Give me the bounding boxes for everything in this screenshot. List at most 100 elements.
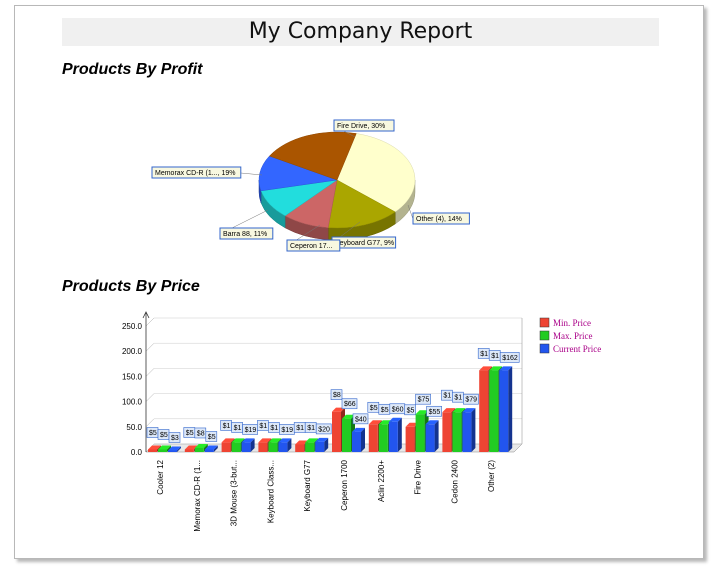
bar-data-label: $55 (429, 409, 441, 416)
legend-label-2: Current Price (553, 344, 601, 354)
legend-swatch-2 (539, 343, 550, 354)
bar-side (250, 438, 255, 452)
bar-top (305, 438, 319, 443)
bar-9-2 (499, 370, 509, 452)
legend-label-0: Min. Price (553, 318, 591, 328)
legend-label-1: Max. Price (553, 331, 593, 341)
bar-4-1 (305, 442, 315, 452)
bar-2-1 (231, 442, 241, 452)
bar-top (268, 438, 282, 443)
bar-data-label: $60 (392, 406, 404, 413)
x-tick-label: Fire Drive (414, 459, 423, 494)
bar-data-label: $19 (245, 427, 257, 434)
bar-data-label-box (415, 393, 431, 405)
y-tick-label: 100.0 (122, 398, 143, 407)
y-tick-label: 200.0 (122, 347, 143, 356)
pie-leader-line-1 (407, 204, 414, 220)
bar-data-label-box (352, 413, 369, 425)
bar-data-label: $5 (208, 434, 216, 441)
pie-label-box-4 (219, 227, 274, 240)
bar-data-label-box (168, 432, 181, 443)
bar-7-2 (425, 424, 435, 452)
bar-data-label: $5 (381, 407, 389, 414)
bar-5-0 (332, 411, 341, 452)
pie-label-2: Keyboard G77, 9% (335, 240, 394, 247)
pie-label-box-5 (151, 166, 242, 179)
y-tick-label: 0.0 (131, 448, 143, 457)
bar-3-2 (278, 442, 288, 452)
bar-top (204, 445, 218, 450)
bar-data-label-box (205, 431, 218, 442)
bar-data-label: $1 (296, 425, 304, 432)
bar-6-0 (368, 424, 378, 452)
bar-side (287, 438, 292, 452)
bar-top (442, 408, 456, 413)
bar-top (425, 420, 439, 425)
grid-line-diag (145, 317, 155, 327)
pie-label-4: Barra 88, 11% (223, 231, 267, 238)
bar-data-label: $79 (465, 397, 477, 404)
bar-top (295, 440, 309, 445)
bar-data-label: $5 (149, 430, 157, 437)
bar-1-2 (204, 449, 214, 452)
legend-swatch-1 (539, 330, 550, 341)
bar-1-0 (184, 449, 194, 452)
bar-top (462, 408, 476, 413)
pie-slice-0 (336, 133, 416, 213)
x-tick-label: Other (2) (487, 460, 496, 492)
bar-top (278, 438, 292, 443)
pie-leader-line-5 (240, 172, 263, 176)
bar-side (397, 417, 402, 452)
bar-0-2 (168, 450, 177, 452)
bar-side (213, 445, 218, 452)
x-tick-label: Keyboard Class... (266, 460, 275, 523)
bar-2-0 (221, 442, 231, 452)
bar-data-label: $20 (318, 426, 330, 433)
bar-top (194, 443, 208, 448)
bar-data-label-box (315, 423, 332, 435)
bar-side (167, 445, 171, 452)
bar-2-2 (241, 442, 251, 452)
report-title: My Company Report (62, 18, 659, 46)
grid-line-diag (145, 343, 155, 352)
bar-data-label: $66 (344, 401, 356, 408)
x-tick-label: Cedon 2400 (450, 459, 459, 503)
y-tick-label: 50.0 (126, 423, 142, 432)
bar-data-label: $1 (443, 393, 451, 400)
bar-data-label: $19 (281, 427, 293, 434)
bar-0-0 (148, 449, 157, 452)
bar-data-label: $5 (160, 432, 168, 439)
bar-data-label: $1 (259, 423, 267, 430)
bar-data-label: $75 (418, 397, 430, 404)
bar-top (231, 438, 245, 443)
x-tick-label: Memorax CD-R (1... (193, 460, 202, 532)
bar-data-label: $1 (307, 425, 315, 432)
bar-data-label: $5 (186, 430, 194, 437)
bar-top (479, 366, 493, 371)
bar-data-label-box (341, 398, 358, 410)
bar-top (315, 437, 329, 442)
bar-top (184, 445, 198, 450)
bar-data-label-box (463, 393, 479, 405)
bar-data-label: $8 (197, 430, 205, 437)
bar-data-label: $1 (480, 351, 488, 358)
x-tick-label: Ceperon 1700 (340, 459, 349, 510)
pie-label-box-1 (412, 212, 470, 225)
bar-data-label: $1 (491, 353, 499, 360)
bar-side (508, 366, 513, 452)
bar-top (378, 420, 392, 425)
pie-slice-5 (268, 131, 357, 181)
y-axis-arrow (142, 311, 150, 319)
bar-top (258, 438, 272, 443)
bar-top (388, 417, 402, 422)
bar-5-1 (342, 418, 351, 452)
pie-label-0: Fire Drive, 30% (337, 123, 385, 130)
bar-top (352, 427, 365, 432)
bar-top (342, 414, 355, 419)
x-tick-label: Cooler 12 (156, 459, 165, 494)
bar-top (158, 445, 171, 450)
bar-8-0 (442, 412, 452, 452)
bar-top (405, 422, 419, 427)
report-page (14, 5, 704, 559)
